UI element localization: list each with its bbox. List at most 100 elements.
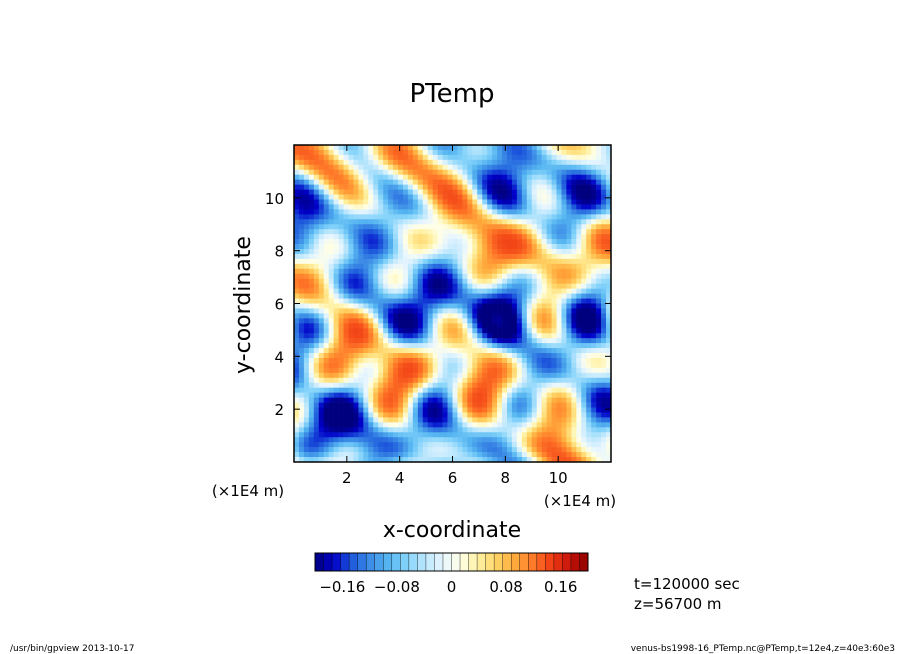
heatmap-cell [546, 397, 552, 403]
heatmap-cell [358, 422, 364, 428]
heatmap-cell [516, 145, 523, 151]
heatmap-cell [358, 159, 364, 166]
heatmap-cell [348, 377, 354, 384]
heatmap-cell [373, 407, 379, 413]
heatmap-cell [402, 179, 409, 185]
heatmap-cell [368, 447, 374, 453]
heatmap-cell [526, 263, 533, 270]
heatmap-cell [318, 263, 325, 270]
heatmap-cell [422, 189, 429, 195]
heatmap-cell [298, 362, 305, 369]
heatmap-cell [432, 432, 438, 438]
heatmap-cell [422, 174, 429, 180]
heatmap-cell [497, 189, 503, 195]
heatmap-cell [596, 263, 602, 270]
heatmap-cell [343, 273, 349, 280]
heatmap-cell [516, 239, 523, 245]
heatmap-cell [526, 412, 533, 418]
heatmap-cell [383, 268, 389, 275]
heatmap-cell [601, 323, 607, 329]
heatmap-cell [308, 412, 315, 418]
heatmap-cell [388, 194, 394, 200]
heatmap-cell [432, 283, 438, 289]
heatmap-cell [556, 273, 562, 280]
heatmap-cell [586, 219, 592, 225]
heatmap-cell [596, 244, 602, 250]
heatmap-cell [353, 338, 359, 344]
heatmap-cell [328, 318, 334, 324]
heatmap-cell [348, 229, 354, 235]
heatmap-cell [506, 209, 513, 215]
heatmap-cell [407, 313, 414, 319]
heatmap-cell [601, 179, 607, 185]
heatmap-cell [373, 412, 379, 418]
heatmap-cell [457, 268, 463, 275]
heatmap-cell [561, 432, 567, 438]
heatmap-cell [442, 149, 448, 156]
heatmap-cell [487, 402, 493, 408]
heatmap-cell [422, 318, 429, 324]
heatmap-cell [298, 392, 305, 398]
heatmap-cell [447, 204, 453, 210]
heatmap-cell [407, 244, 414, 250]
heatmap-cell [368, 224, 374, 230]
heatmap-cell [412, 333, 419, 339]
heatmap-cell [422, 427, 429, 433]
heatmap-cell [318, 229, 325, 235]
heatmap-cell [467, 362, 473, 369]
heatmap-cell [398, 263, 404, 270]
x-axis-label: x-coordinate [383, 518, 521, 543]
heatmap-cell [591, 219, 597, 225]
heatmap-cell [412, 209, 419, 215]
heatmap-cell [462, 377, 468, 384]
heatmap-cell [353, 179, 359, 185]
heatmap-cell [348, 288, 354, 294]
heatmap-cell [511, 457, 518, 462]
heatmap-cell [388, 348, 394, 354]
heatmap-cell [502, 224, 508, 230]
heatmap-cell [348, 164, 354, 171]
heatmap-cell [298, 422, 305, 428]
heatmap-cell [313, 417, 320, 423]
heatmap-cell [482, 229, 488, 235]
heatmap-cell [303, 437, 310, 443]
heatmap-cell [472, 159, 478, 166]
heatmap-cell [358, 377, 364, 384]
heatmap-cell [536, 169, 542, 176]
heatmap-cell [383, 323, 389, 329]
heatmap-cell [303, 278, 310, 284]
heatmap-cell [308, 288, 315, 294]
heatmap-cell [561, 357, 567, 364]
heatmap-cell [422, 154, 429, 161]
heatmap-cell [586, 407, 592, 413]
heatmap-cell [432, 278, 438, 284]
heatmap-cell [313, 457, 320, 462]
heatmap-cell [492, 357, 498, 364]
heatmap-cell [462, 283, 468, 289]
heatmap-cell [402, 387, 409, 393]
heatmap-cell [398, 204, 404, 210]
heatmap-cell [313, 303, 320, 309]
heatmap-cell [388, 397, 394, 403]
heatmap-cell [521, 253, 528, 260]
heatmap-cell [586, 234, 592, 240]
heatmap-cell [561, 328, 567, 334]
heatmap-cell [373, 372, 379, 379]
heatmap-cell [531, 209, 538, 215]
heatmap-cell [487, 343, 493, 349]
heatmap-cell [303, 234, 310, 240]
heatmap-cell [452, 204, 458, 210]
heatmap-cell [402, 209, 409, 215]
heatmap-cell [566, 367, 572, 374]
heatmap-cell [373, 357, 379, 364]
heatmap-cell [348, 253, 354, 260]
heatmap-cell [333, 328, 339, 334]
heatmap-cell [363, 169, 369, 176]
heatmap-cell [596, 313, 602, 319]
heatmap-cell [497, 273, 503, 280]
heatmap-cell [452, 194, 458, 200]
heatmap-cell [487, 362, 493, 369]
heatmap-cell [437, 253, 443, 260]
heatmap-cell [447, 452, 453, 458]
heatmap-cell [477, 204, 483, 210]
